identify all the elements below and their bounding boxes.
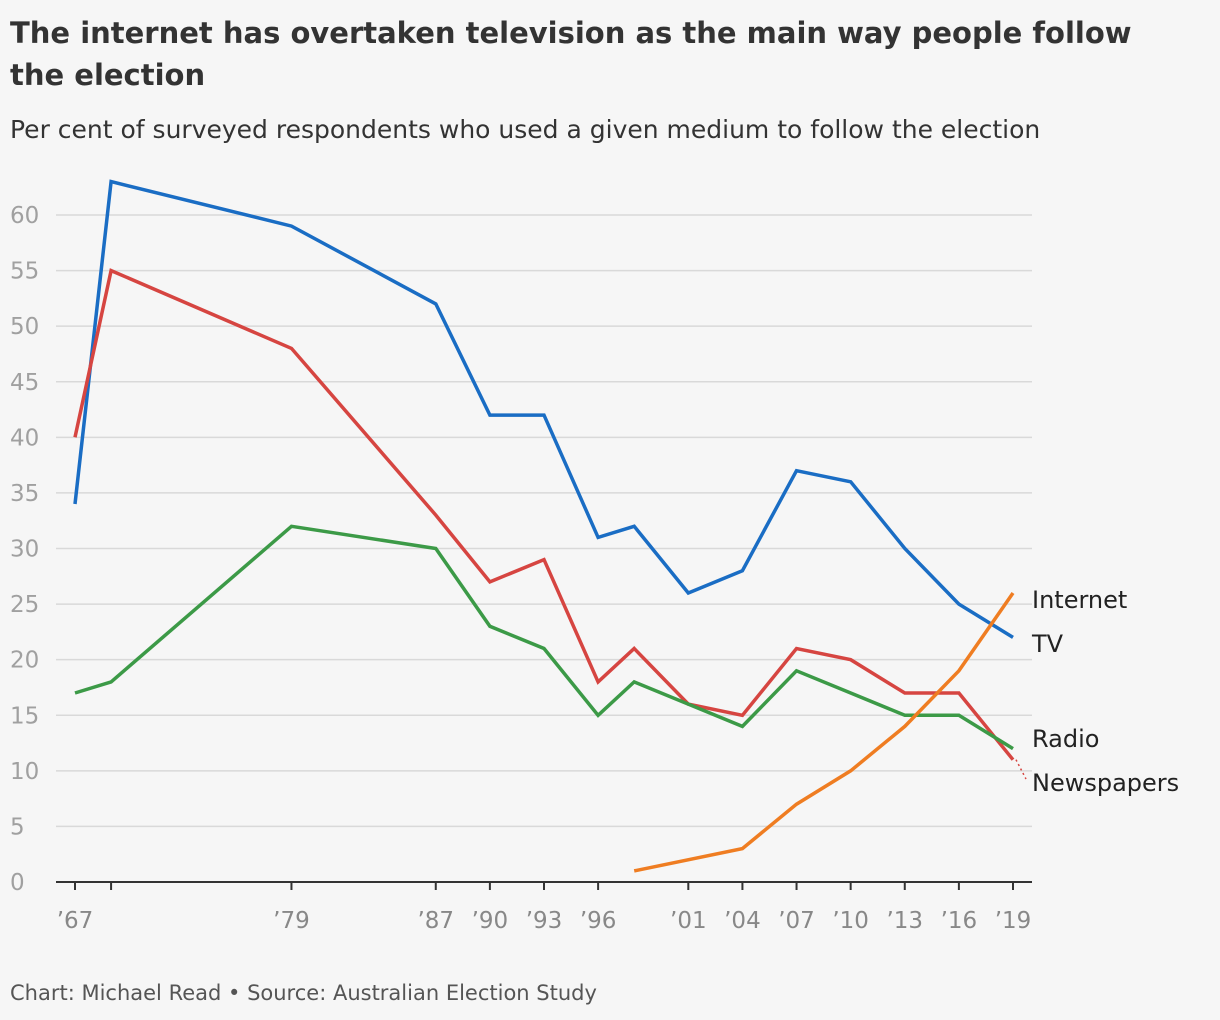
y-tick-label: 10 <box>10 759 39 785</box>
chart-title: The internet has overtaken television as… <box>10 16 1132 92</box>
x-tick-label: ’79 <box>273 908 310 934</box>
gridlines <box>56 214 1032 828</box>
x-tick-label: ’13 <box>886 908 923 934</box>
chart-subtitle: Per cent of surveyed respondents who use… <box>10 115 1041 144</box>
x-tick-label: ’10 <box>832 908 869 934</box>
chart-credit: Chart: Michael Read • Source: Australian… <box>10 981 597 1005</box>
y-tick-label: 5 <box>10 814 25 840</box>
y-tick-label: 60 <box>10 203 39 229</box>
series-lines <box>73 179 1015 873</box>
x-tick-label: ’93 <box>526 908 563 934</box>
x-tick-label: ’04 <box>724 908 761 934</box>
y-tick-label: 35 <box>10 481 39 507</box>
x-tick-label: ’19 <box>995 908 1032 934</box>
y-tick-label: 45 <box>10 370 39 396</box>
series-line-radio <box>74 524 1014 751</box>
series-label-tv: TV <box>1031 630 1064 658</box>
x-axis: ’67 ’79 ’87 ’90 ’93 ’96 ’01 ’04 ’07 ’10 ’13 ’16 ’19 <box>56 881 1032 934</box>
y-tick-label: 55 <box>10 259 39 285</box>
x-tick-label: ’07 <box>778 908 815 934</box>
x-tick-label: ’01 <box>670 908 707 934</box>
x-tick-label: ’67 <box>57 908 94 934</box>
x-tick-label: ’87 <box>417 908 454 934</box>
series-label-radio: Radio <box>1032 725 1099 753</box>
x-tick-label: ’16 <box>941 908 978 934</box>
series-line-internet <box>633 592 1015 873</box>
y-tick-label: 40 <box>10 425 39 451</box>
label-leader-newspapers <box>1015 759 1027 780</box>
series-line-newspapers <box>73 268 1015 761</box>
x-tick-label: ’96 <box>580 908 617 934</box>
y-tick-label: 25 <box>10 592 39 618</box>
series-label-internet: Internet <box>1032 586 1127 614</box>
y-tick-label: 15 <box>10 703 39 729</box>
series-labels: TV Newspapers Radio Internet <box>1015 586 1179 797</box>
y-tick-label: 50 <box>10 314 39 340</box>
y-axis-ticks: 0 5 10 15 20 25 30 35 40 45 50 55 60 <box>10 203 39 896</box>
series-label-newspapers: Newspapers <box>1032 769 1179 797</box>
series-line-tv <box>73 179 1014 639</box>
y-tick-label: 30 <box>10 537 39 563</box>
y-tick-label: 0 <box>10 870 25 896</box>
x-tick-label: ’90 <box>472 908 509 934</box>
y-tick-label: 20 <box>10 648 39 674</box>
